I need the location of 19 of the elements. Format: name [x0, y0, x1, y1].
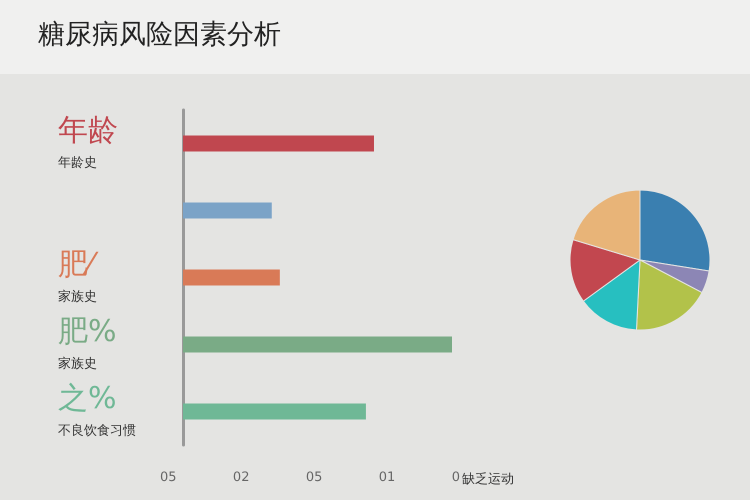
y-tick-label: 家族史	[58, 356, 97, 370]
text: 0	[452, 470, 460, 487]
bar	[183, 136, 374, 152]
chart-title: 糖尿病风险因素分析	[38, 18, 281, 52]
text: 01	[378, 470, 396, 487]
text: 年龄	[58, 112, 118, 148]
bar	[183, 270, 280, 286]
text: 02	[232, 470, 250, 487]
text: 05	[160, 470, 177, 487]
text: 肥%	[58, 314, 117, 348]
y-tick-label: 家族史	[58, 288, 97, 304]
text: 05	[306, 470, 322, 487]
y-tick-label: 不良饮食习惯	[58, 422, 136, 438]
y-tick-label: 年龄史	[58, 154, 97, 170]
bar	[183, 404, 366, 420]
text: 之%	[58, 380, 117, 416]
x-axis-title: 缺乏运动	[462, 471, 514, 488]
bar	[183, 202, 272, 218]
bar	[183, 336, 452, 352]
